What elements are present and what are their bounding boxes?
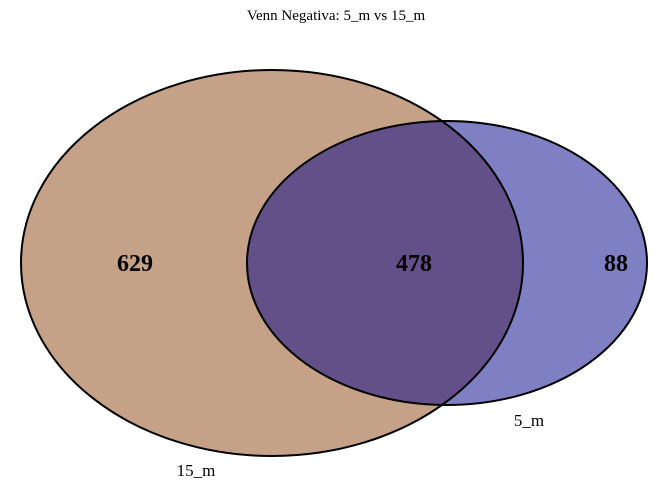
count-5m-only: 88 [604,251,628,277]
count-intersection: 478 [396,251,432,277]
count-15m-only: 629 [117,251,153,277]
set-5m-outline [246,120,648,406]
diagram-title: Venn Negativa: 5_m vs 15_m [247,8,426,24]
intersection-region [247,121,523,405]
set-15m-outline [20,69,524,457]
set-label-5m: 5_m [514,411,544,430]
set-label-15m: 15_m [177,461,216,480]
